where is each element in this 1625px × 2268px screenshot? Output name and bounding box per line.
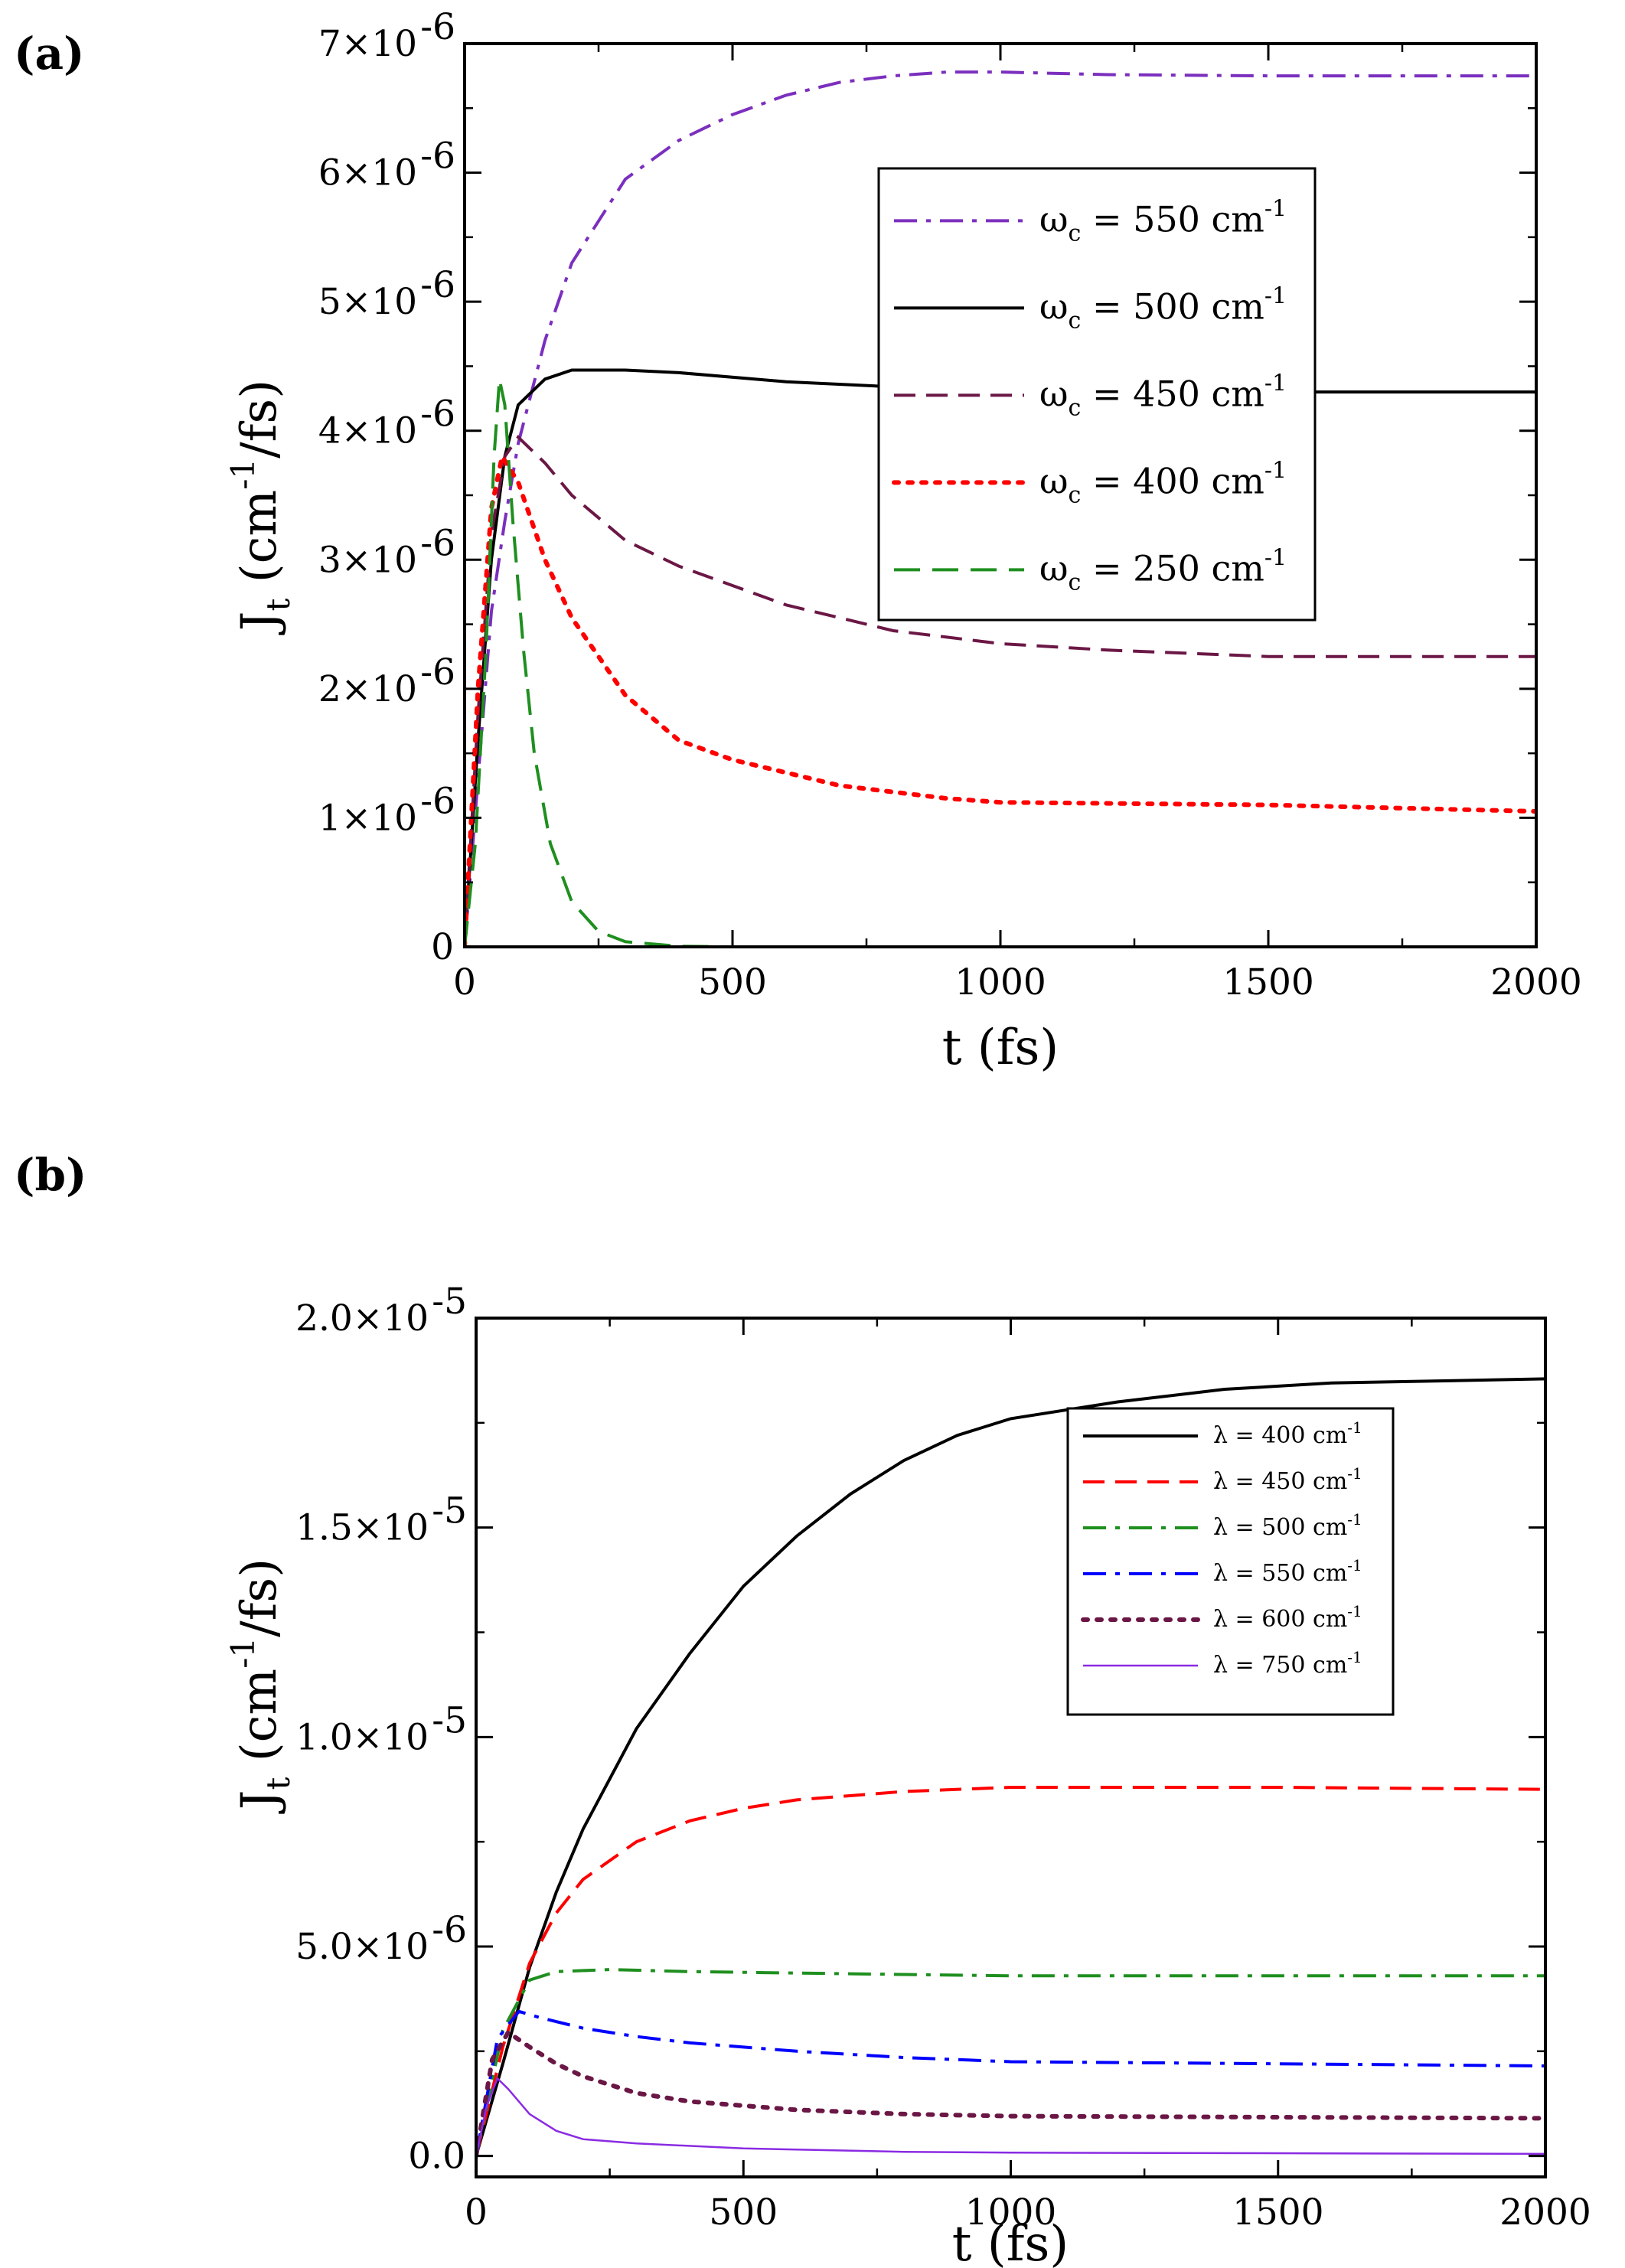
y-tick-exponent: -5 <box>432 1699 467 1741</box>
legend-label-750: λ = 750 cm-1 <box>1213 1648 1362 1679</box>
x-tick-label: 2000 <box>1499 2191 1591 2234</box>
x-tick-label: 0 <box>453 961 476 1003</box>
legend-label-400: λ = 400 cm-1 <box>1213 1418 1362 1449</box>
legend-label-450: λ = 450 cm-1 <box>1213 1464 1362 1495</box>
y-tick-label: 1.0×10 <box>295 1716 429 1758</box>
panel-label: (b) <box>14 1149 86 1201</box>
series-line-550 <box>465 70 1536 947</box>
y-tick-label: 7×10 <box>318 23 417 65</box>
series-line-600 <box>476 2028 1545 2159</box>
series-line-550 <box>476 2009 1545 2156</box>
x-tick-label: 1500 <box>1232 2191 1324 2234</box>
y-tick-exponent: -6 <box>420 264 455 306</box>
y-tick-label: 5×10 <box>318 281 417 323</box>
legend: ωc = 550 cm-1 ωc = 500 cm-1 ωc = 450 cm-1 ω… <box>877 167 1317 622</box>
x-tick-label: 500 <box>698 961 767 1003</box>
series-line-400 <box>476 1377 1545 2157</box>
legend-label-450: ωc = 450 cm-1 <box>1039 370 1287 421</box>
legend: λ = 400 cm-1 λ = 450 cm-1 λ = 500 cm-1 λ = … <box>1066 1407 1395 1716</box>
y-tick-exponent: -6 <box>420 522 455 564</box>
legend-label-500: ωc = 500 cm-1 <box>1039 282 1287 334</box>
y-tick-exponent: -6 <box>432 1909 467 1951</box>
y-axis-label: Jt (cm-1/fs) <box>224 1558 297 1814</box>
y-axis-label: Jt (cm-1/fs) <box>224 380 297 635</box>
y-tick-label: 3×10 <box>318 539 417 581</box>
legend-box <box>1066 1407 1395 1716</box>
legend-label-550: ωc = 550 cm-1 <box>1039 195 1287 246</box>
y-tick-label: 2×10 <box>318 668 417 710</box>
y-tick-exponent: -5 <box>432 1281 467 1323</box>
panel-label: (a) <box>14 28 84 80</box>
y-tick-label: 5.0×10 <box>295 1926 429 1968</box>
legend-label-250: ωc = 250 cm-1 <box>1039 544 1287 596</box>
y-tick-exponent: -6 <box>420 135 455 178</box>
y-tick-label: 0 <box>431 926 454 968</box>
y-tick-label: 1×10 <box>318 797 417 839</box>
y-tick-label: 0.0 <box>408 2136 465 2178</box>
x-tick-label: 1000 <box>965 2191 1057 2234</box>
x-axis-label: t (fs) <box>942 1020 1059 1076</box>
x-axis-label: t (fs) <box>952 2216 1069 2268</box>
legend-label-550: λ = 550 cm-1 <box>1213 1556 1362 1587</box>
series-line-450 <box>465 435 1536 947</box>
x-tick-label: 0 <box>465 2191 488 2234</box>
y-tick-label: 6×10 <box>318 152 417 194</box>
x-tick-label: 1500 <box>1222 961 1314 1003</box>
y-tick-label: 2.0×10 <box>295 1297 429 1340</box>
y-tick-label: 4×10 <box>318 410 417 452</box>
legend-label-600: λ = 600 cm-1 <box>1213 1602 1362 1633</box>
series-line-450 <box>476 1786 1545 2157</box>
legend-box <box>877 167 1317 622</box>
x-tick-label: 1000 <box>954 961 1046 1003</box>
y-tick-label: 1.5×10 <box>295 1507 429 1549</box>
y-tick-exponent: -6 <box>420 651 455 693</box>
x-tick-label: 2000 <box>1490 961 1582 1003</box>
y-tick-exponent: -6 <box>420 780 455 822</box>
legend-label-400: ωc = 400 cm-1 <box>1039 457 1287 508</box>
legend-label-500: λ = 500 cm-1 <box>1213 1510 1362 1541</box>
series-line-400 <box>465 450 1536 947</box>
series-line-500 <box>476 1968 1545 2157</box>
series-line-750 <box>476 2077 1545 2156</box>
y-tick-exponent: -6 <box>420 393 455 436</box>
x-tick-label: 500 <box>709 2191 778 2234</box>
y-tick-exponent: -6 <box>420 6 455 48</box>
series-line-250 <box>465 378 1536 947</box>
y-tick-exponent: -5 <box>432 1490 467 1532</box>
